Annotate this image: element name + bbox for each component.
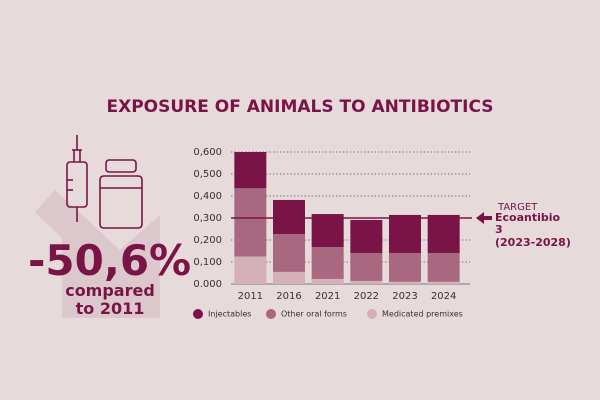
- legend-label: Medicated premixes: [382, 310, 463, 319]
- y-tick-label: 0,500: [193, 169, 222, 180]
- x-tick-label: 2016: [276, 291, 301, 302]
- syringe-icon: [66, 135, 88, 222]
- bar-segment: [350, 219, 383, 253]
- x-tick-label: 2011: [238, 291, 263, 302]
- bar-segment: [234, 188, 267, 257]
- bar-segment: [273, 199, 305, 235]
- bar-segment: [311, 247, 344, 279]
- bar-segment: [389, 214, 421, 253]
- target-name: Ecoantibio 3: [495, 211, 561, 236]
- legend-label: Injectables: [208, 310, 251, 319]
- headline-figure: -50,6%: [28, 236, 192, 285]
- legend-swatch: [193, 309, 203, 319]
- bar-segment: [427, 214, 460, 253]
- target-label: TARGET: [497, 202, 538, 213]
- decoration: [35, 190, 160, 318]
- x-tick-label: 2022: [354, 291, 379, 302]
- bar-segment: [273, 271, 305, 284]
- target-period: (2023-2028): [495, 236, 571, 249]
- bar-segment: [273, 234, 305, 272]
- bar-segment: [427, 281, 460, 284]
- y-tick-label: 0,200: [193, 235, 222, 246]
- x-tick-label: 2021: [315, 291, 340, 302]
- bar-segment: [311, 214, 344, 248]
- target-arrow: [476, 212, 492, 224]
- legend-swatch: [367, 309, 377, 319]
- bar-segment: [311, 278, 344, 284]
- y-tick-label: 0,400: [193, 191, 222, 202]
- y-tick-label: 0,300: [193, 213, 222, 224]
- bar-segment: [350, 252, 383, 281]
- bar-segment: [234, 256, 267, 284]
- bar-segment: [389, 252, 421, 282]
- y-tick-label: 0.000: [193, 279, 222, 290]
- chart-title: EXPOSURE OF ANIMALS TO ANTIBIOTICS: [106, 97, 493, 117]
- bar-segment: [350, 280, 383, 284]
- bar-segment: [234, 152, 267, 189]
- bar-segment: [389, 281, 421, 284]
- y-tick-label: 0,100: [193, 257, 222, 268]
- y-tick-label: 0,600: [193, 147, 222, 158]
- bar-segment: [427, 252, 460, 282]
- legend-label: Other oral forms: [281, 310, 347, 319]
- legend-swatch: [266, 309, 276, 319]
- x-tick-label: 2024: [431, 291, 456, 302]
- headline-caption: compared to 2011: [65, 281, 155, 318]
- x-tick-label: 2023: [392, 291, 417, 302]
- vial-icon: [99, 159, 143, 229]
